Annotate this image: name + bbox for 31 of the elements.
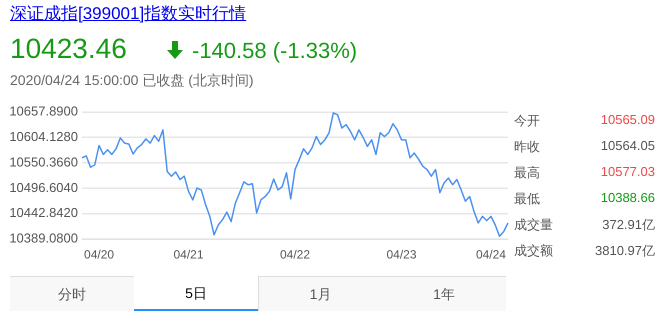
text: 分时 [10,276,134,311]
text: 372.91亿 [602,216,655,234]
chart-subtitle: 10423.46 [10,33,127,65]
text: 1月 [258,276,382,311]
y-tick-label: 10657.8900 [9,104,78,119]
text: 成交额 [514,242,553,260]
y-tick-label: 10389.0800 [9,230,78,246]
text: -140.58 (-1.33%) [192,38,358,64]
text: 5日 [134,276,258,311]
text: 昨收 [514,138,540,156]
x-tick-label: 04/22 [280,248,310,262]
text: 最低 [514,190,540,208]
text: 10565.09 [600,112,655,127]
y-tick-label: 10442.8420 [9,205,78,220]
text: 10577.03 [600,164,655,179]
text: 1年 [382,276,506,311]
text: 10564.05 [600,138,655,153]
x-tick-label: 04/21 [173,248,204,262]
x-tick-label: 04/23 [386,248,417,262]
text: 最高 [514,164,540,182]
text: 今开 [514,112,540,130]
x-tick-label: 04/20 [84,248,114,262]
y-tick-label: 10550.3660 [9,154,78,170]
y-tick-label: 10604.1280 [9,128,78,144]
x-tick-label: 04/24 [476,248,506,262]
text: 10388.66 [600,190,655,205]
text: 2020/04/24 15:00:00 已收盘 (北京时间) [10,72,254,90]
text: 3810.97亿 [595,242,655,260]
chart-title: 深证成指[399001]指数实时行情 [10,3,246,25]
y-tick-label: 10496.6040 [9,180,78,195]
text: 成交量 [514,216,553,234]
